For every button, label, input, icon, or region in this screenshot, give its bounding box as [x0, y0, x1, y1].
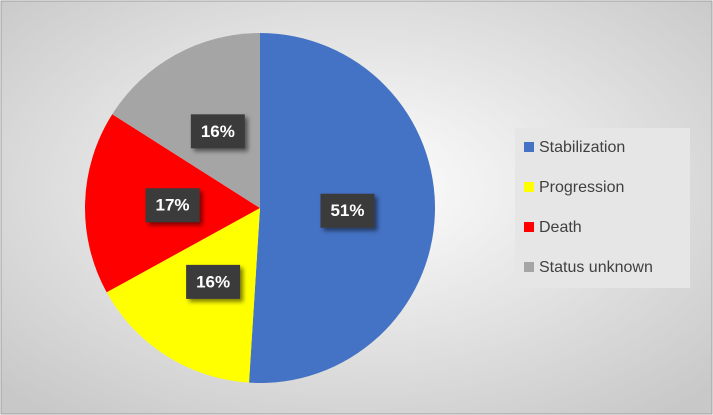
legend-swatch [524, 222, 534, 232]
legend-label: Status unknown [539, 259, 653, 276]
pie-slice [106, 208, 260, 383]
data-label-box [145, 188, 200, 223]
data-label: 16% [201, 122, 235, 141]
legend-label: Death [539, 219, 582, 236]
legend-swatch [524, 262, 534, 272]
pie-slice [112, 33, 260, 208]
data-label: 51% [330, 201, 364, 220]
data-label-box [190, 114, 245, 149]
data-label: 17% [156, 196, 190, 215]
legend: Stabilization Progression Death Status unkn… [524, 139, 653, 276]
data-label: 16% [196, 272, 230, 291]
legend-box [515, 128, 690, 288]
data-labels: 51% 16% 17% 16% [145, 114, 375, 299]
data-label-box [320, 193, 375, 228]
legend-label: Stabilization [539, 139, 625, 156]
pie [85, 33, 436, 384]
data-label-box [186, 264, 241, 299]
legend-swatch [524, 182, 534, 192]
legend-swatch [524, 142, 534, 152]
legend-label: Progression [539, 179, 624, 196]
